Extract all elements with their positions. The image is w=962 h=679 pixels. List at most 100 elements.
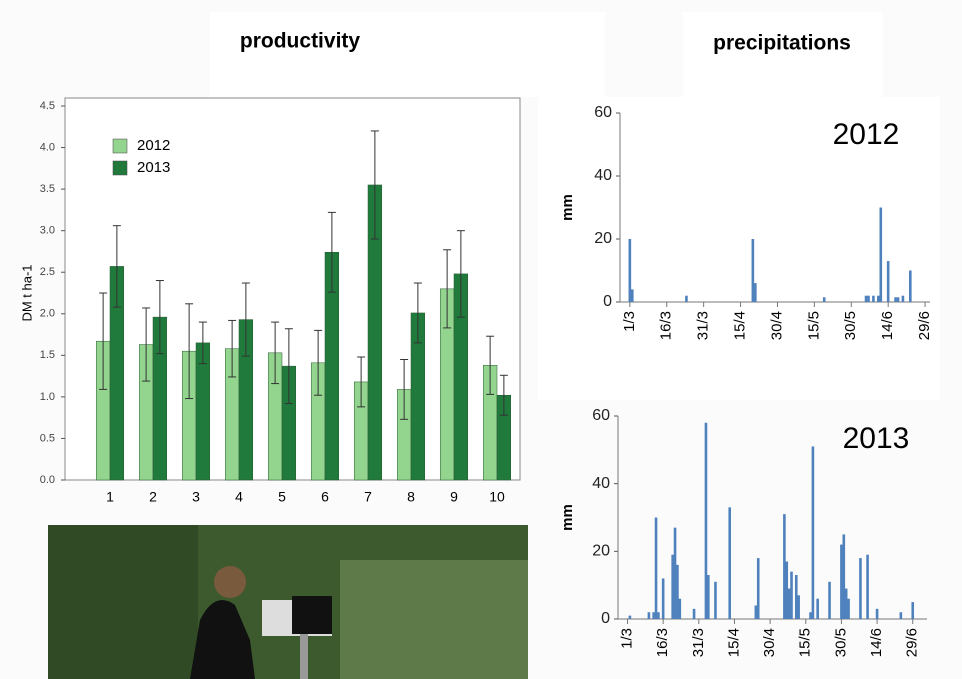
error-bar	[486, 335, 495, 395]
x-tick-label: 29/6	[916, 311, 933, 340]
photo	[48, 525, 528, 679]
header-panel	[210, 12, 605, 97]
bar	[797, 595, 800, 619]
x-tick-label: 15/4	[725, 628, 742, 657]
photo-instrument	[292, 596, 332, 634]
y-tick-label: 0.5	[40, 432, 55, 444]
x-tick-label: 29/6	[904, 628, 921, 657]
y-axis-label: DM t ha-1	[19, 264, 34, 321]
x-tick-label: 31/3	[690, 628, 707, 657]
y-tick-label: 20	[594, 230, 612, 247]
legend-label: 2012	[137, 137, 170, 154]
bar	[707, 575, 710, 619]
y-axis-label: mm	[559, 194, 576, 221]
x-tick-label: 8	[407, 489, 415, 505]
bar	[787, 588, 791, 619]
error-bar	[413, 282, 422, 344]
error-bar	[185, 303, 194, 400]
y-tick-label: 4.0	[40, 141, 55, 153]
x-tick-label: 30/5	[842, 311, 859, 340]
photo-fence	[340, 560, 528, 679]
x-tick-label: 15/5	[797, 628, 814, 657]
error-bar	[99, 292, 108, 390]
x-tick-label: 6	[321, 489, 329, 505]
x-tick-label: 1	[106, 489, 114, 505]
bar	[896, 297, 900, 302]
bar	[909, 270, 912, 302]
y-tick-label: 20	[592, 543, 610, 560]
bar	[754, 605, 758, 619]
error-bar	[400, 358, 409, 420]
bar	[676, 564, 679, 619]
bar	[886, 261, 890, 302]
bar	[714, 581, 717, 619]
y-tick-label: 40	[594, 167, 612, 184]
x-tick-label: 7	[364, 489, 372, 505]
error-bar	[456, 230, 465, 318]
bar	[879, 207, 883, 302]
error-bar	[370, 130, 379, 240]
bar	[657, 612, 660, 619]
bar	[692, 608, 696, 619]
x-tick-label: 5	[278, 489, 286, 505]
x-tick-label: 1/3	[618, 628, 635, 649]
y-tick-label: 0	[603, 293, 612, 310]
x-tick-label: 2	[149, 489, 157, 505]
x-tick-label: 15/4	[732, 311, 749, 340]
bar	[809, 612, 812, 619]
bar	[840, 544, 843, 619]
bar	[728, 507, 732, 619]
y-tick-label: 60	[594, 104, 612, 121]
y-tick-label: 0.0	[40, 474, 55, 486]
bar	[844, 588, 848, 619]
bar	[816, 598, 819, 619]
bar	[872, 295, 875, 302]
y-tick-label: 3.5	[40, 183, 55, 195]
error-bar	[241, 282, 250, 357]
error-bar	[271, 321, 280, 385]
y-tick-label: 60	[592, 407, 610, 424]
y-tick-label: 2.5	[40, 266, 55, 278]
chart-panel	[538, 97, 940, 400]
x-tick-label: 14/6	[879, 311, 896, 340]
header-panel	[683, 12, 883, 97]
x-tick-label: 4	[235, 489, 243, 505]
x-tick-label: 10	[489, 489, 505, 505]
x-tick-label: 1/3	[621, 311, 638, 332]
bar	[685, 295, 688, 302]
bar	[790, 571, 793, 619]
bar	[867, 295, 870, 302]
bar	[628, 615, 632, 619]
y-tick-label: 4.5	[40, 100, 55, 112]
y-tick-label: 2.0	[40, 308, 55, 320]
bar	[842, 534, 846, 619]
bar	[647, 612, 651, 619]
error-bar	[327, 211, 336, 293]
bar	[901, 295, 905, 302]
x-tick-label: 15/5	[805, 311, 822, 340]
y-tick-label: 1.5	[40, 349, 55, 361]
error-bar	[198, 321, 207, 365]
bar	[704, 422, 708, 619]
bar	[661, 578, 665, 619]
bar	[673, 527, 677, 619]
bar	[864, 295, 868, 302]
y-axis-label: mm	[559, 504, 576, 531]
bar	[822, 297, 826, 302]
bar	[754, 283, 757, 302]
chart-title: 2012	[833, 118, 900, 151]
error-bar	[314, 329, 323, 396]
bar	[756, 558, 760, 619]
y-tick-label: 40	[592, 475, 610, 492]
legend-swatch	[112, 160, 128, 176]
bar	[628, 239, 632, 302]
legend-label: 2013	[137, 159, 170, 176]
bar	[875, 608, 879, 619]
bar	[828, 581, 831, 619]
bar	[899, 612, 903, 619]
x-tick-label: 9	[450, 489, 458, 505]
y-tick-label: 3.0	[40, 225, 55, 237]
bar	[877, 295, 880, 302]
